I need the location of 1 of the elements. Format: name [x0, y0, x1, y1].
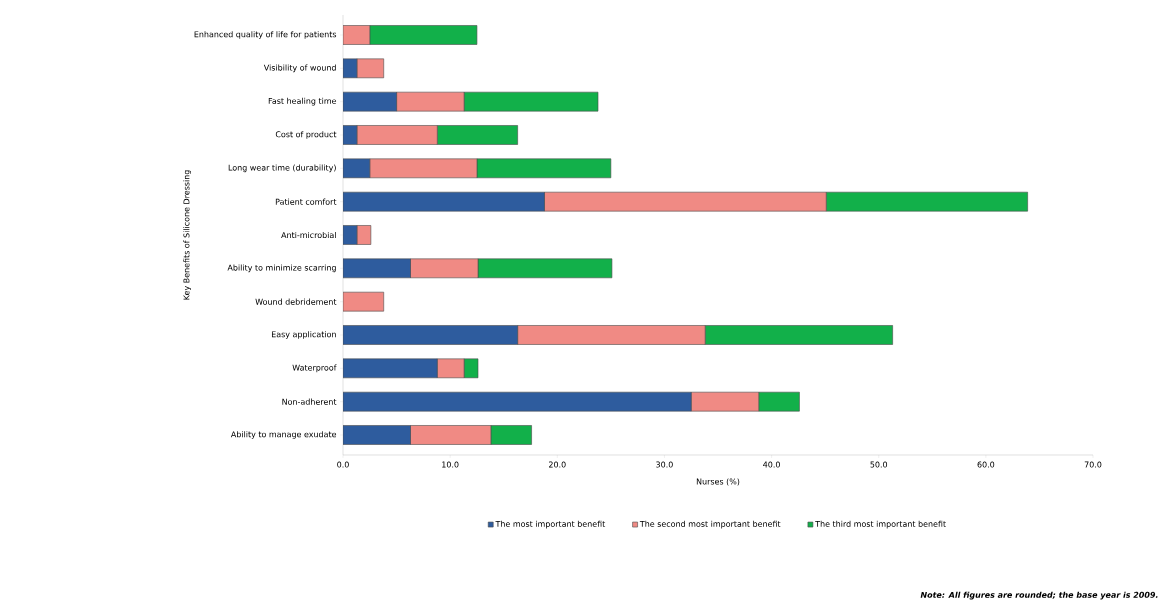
- bar: [343, 291, 385, 312]
